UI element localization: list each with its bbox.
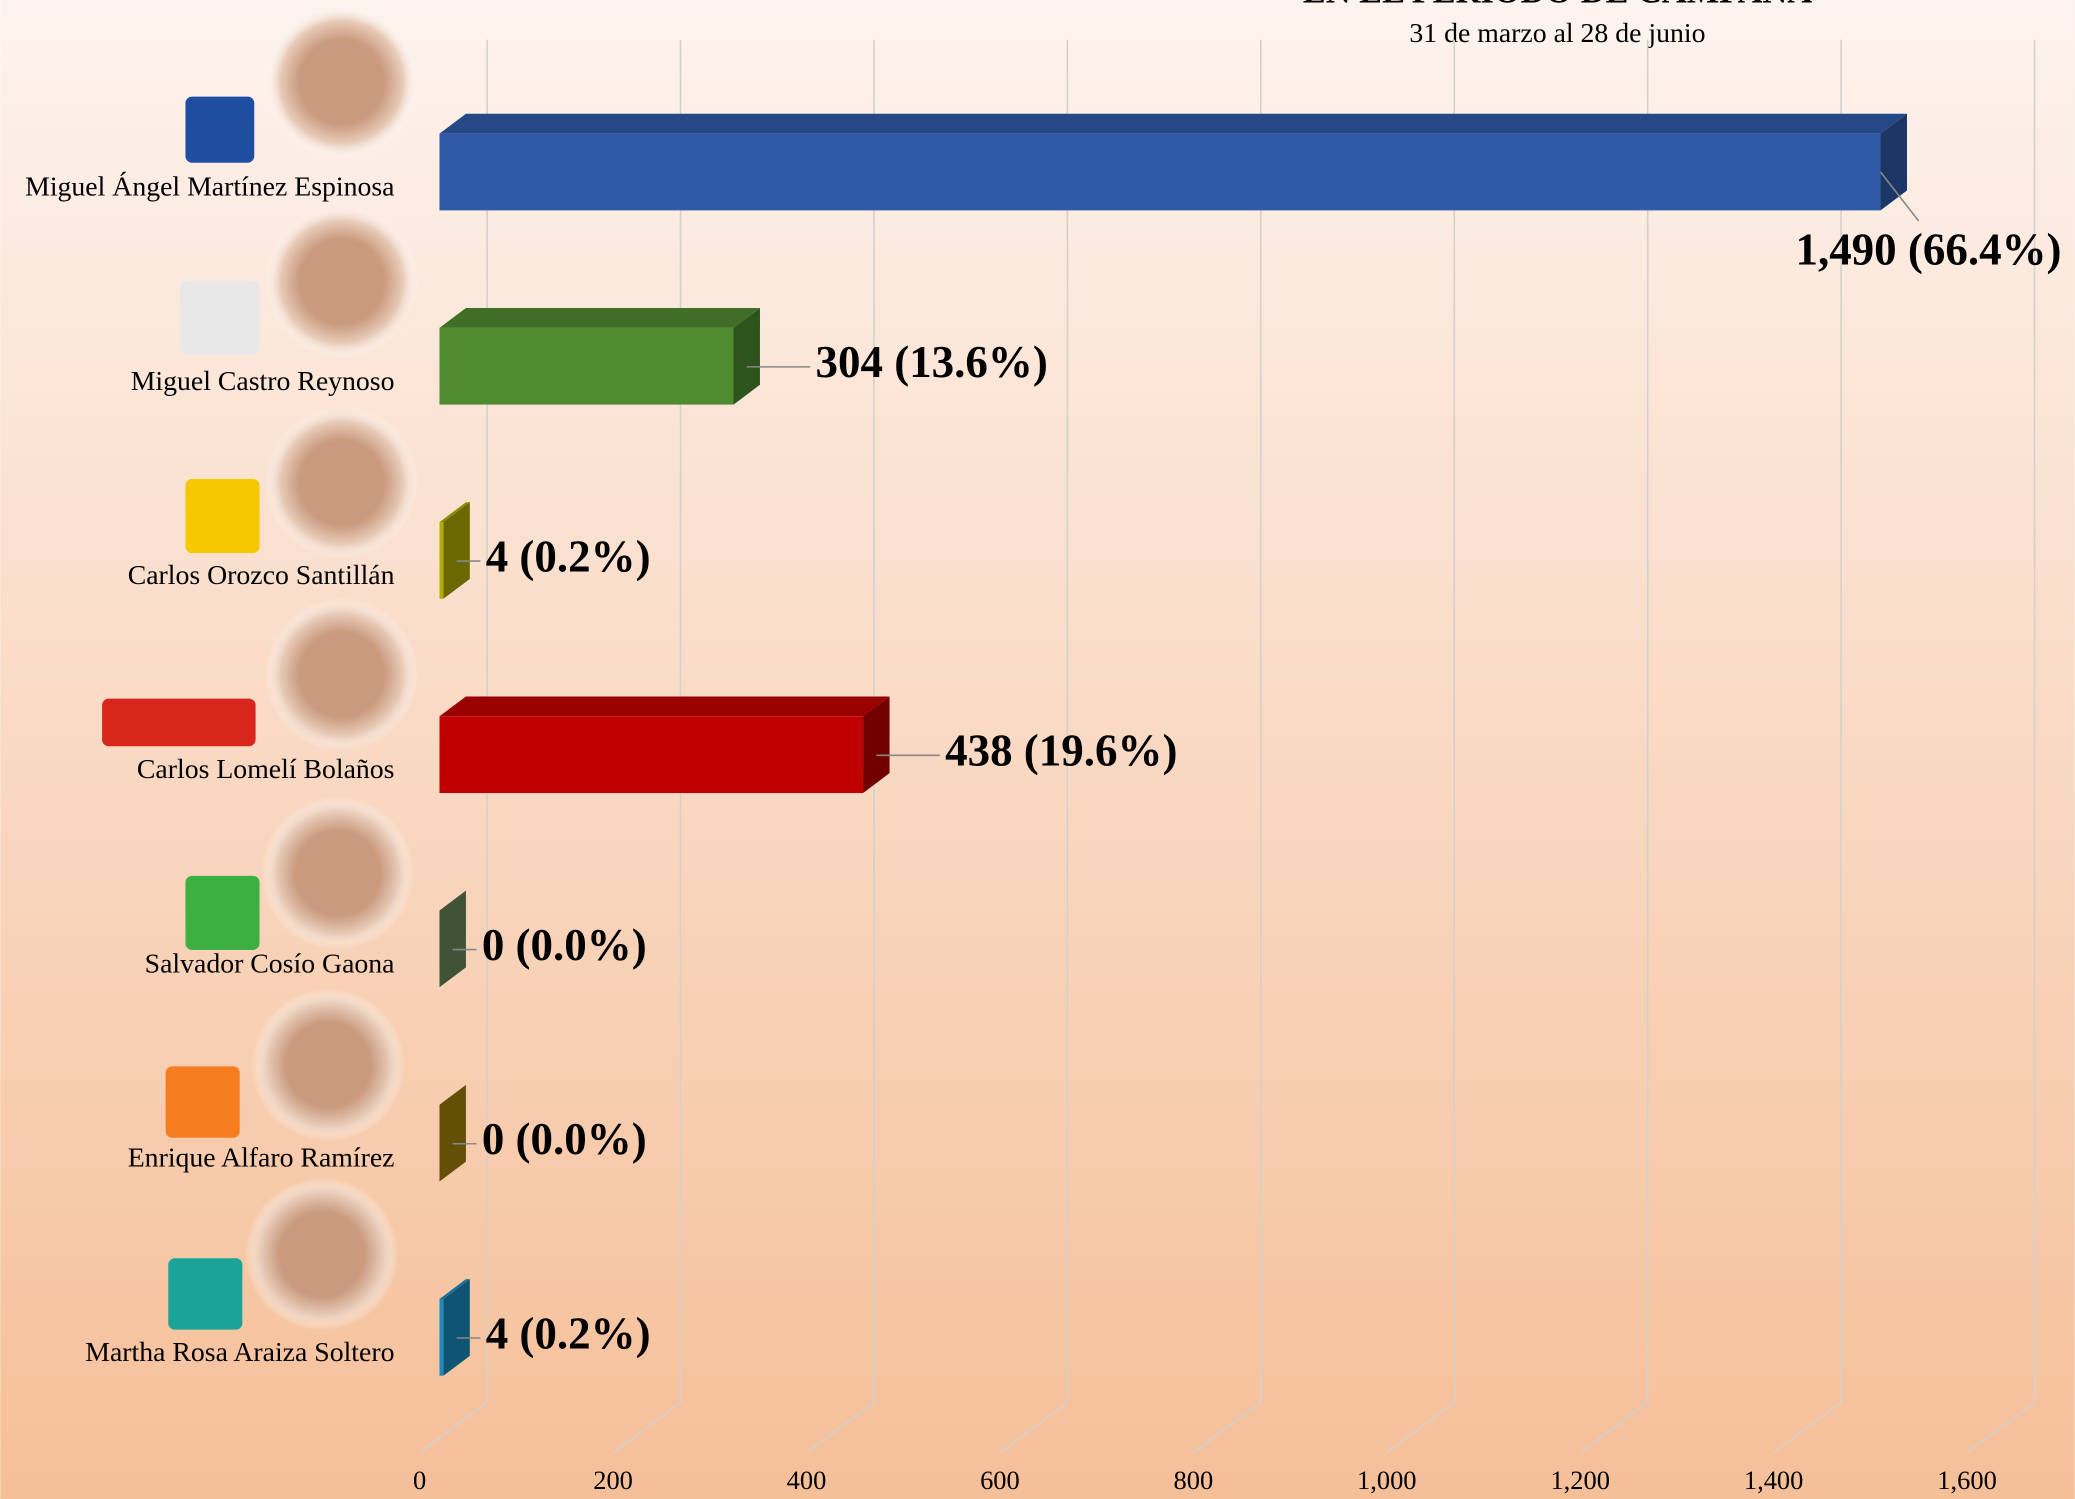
- bar-top: [439, 114, 1906, 134]
- party-logo: [185, 876, 259, 950]
- candidate-photo: [265, 5, 418, 158]
- candidate-name: Martha Rosa Araiza Soltero: [85, 1337, 394, 1368]
- bar: [439, 716, 863, 793]
- x-tick-label: 0: [413, 1465, 426, 1495]
- chart-title: EN EL PERIODO DE CAMPAÑA: [1303, 0, 1812, 11]
- value-label: 304 (13.6%): [816, 337, 1048, 387]
- candidate-photo: [265, 205, 418, 358]
- bar: [439, 328, 733, 405]
- x-tick-label: 200: [593, 1465, 633, 1495]
- value-label: 1,490 (66.4%): [1795, 224, 2061, 274]
- candidate-name: Carlos Orozco Santillán: [128, 560, 395, 591]
- x-tick-label: 1,200: [1550, 1465, 1610, 1495]
- bar-top: [439, 696, 889, 716]
- x-tick-label: 800: [1174, 1465, 1214, 1495]
- candidate-photo: [265, 598, 418, 751]
- value-label: 0 (0.0%): [482, 920, 647, 970]
- bar-top: [439, 308, 759, 328]
- party-logo: [166, 1066, 240, 1137]
- value-label: 0 (0.0%): [482, 1114, 647, 1164]
- candidate-photo: [252, 988, 405, 1141]
- x-tick-label: 1,400: [1744, 1465, 1804, 1495]
- value-label: 438 (19.6%): [945, 726, 1177, 776]
- candidate-photo: [265, 406, 418, 559]
- party-logo: [180, 280, 259, 354]
- candidate-name: Carlos Lomelí Bolaños: [137, 754, 395, 785]
- candidate-name: Salvador Cosío Gaona: [145, 948, 395, 979]
- x-tick-label: 1,600: [1937, 1465, 1997, 1495]
- bar: [439, 134, 1880, 211]
- chart: EN EL PERIODO DE CAMPAÑA 31 de marzo al …: [0, 0, 2075, 1499]
- party-logo: [168, 1258, 242, 1329]
- bar: [439, 522, 443, 599]
- party-logo: [185, 97, 254, 163]
- party-logo: [102, 699, 255, 747]
- x-tick-label: 400: [787, 1465, 827, 1495]
- value-label: 4 (0.2%): [486, 1308, 651, 1358]
- candidate-name: Miguel Ángel Martínez Espinosa: [25, 172, 394, 203]
- value-label: 4 (0.2%): [486, 531, 651, 581]
- x-tick-label: 600: [980, 1465, 1020, 1495]
- candidate-name: Miguel Castro Reynoso: [131, 366, 395, 397]
- candidate-name: Enrique Alfaro Ramírez: [128, 1143, 395, 1174]
- party-logo: [185, 479, 259, 553]
- bar: [439, 1299, 443, 1376]
- candidate-photo: [261, 796, 414, 949]
- candidate-photo: [245, 1178, 398, 1331]
- x-tick-label: 1,000: [1357, 1465, 1417, 1495]
